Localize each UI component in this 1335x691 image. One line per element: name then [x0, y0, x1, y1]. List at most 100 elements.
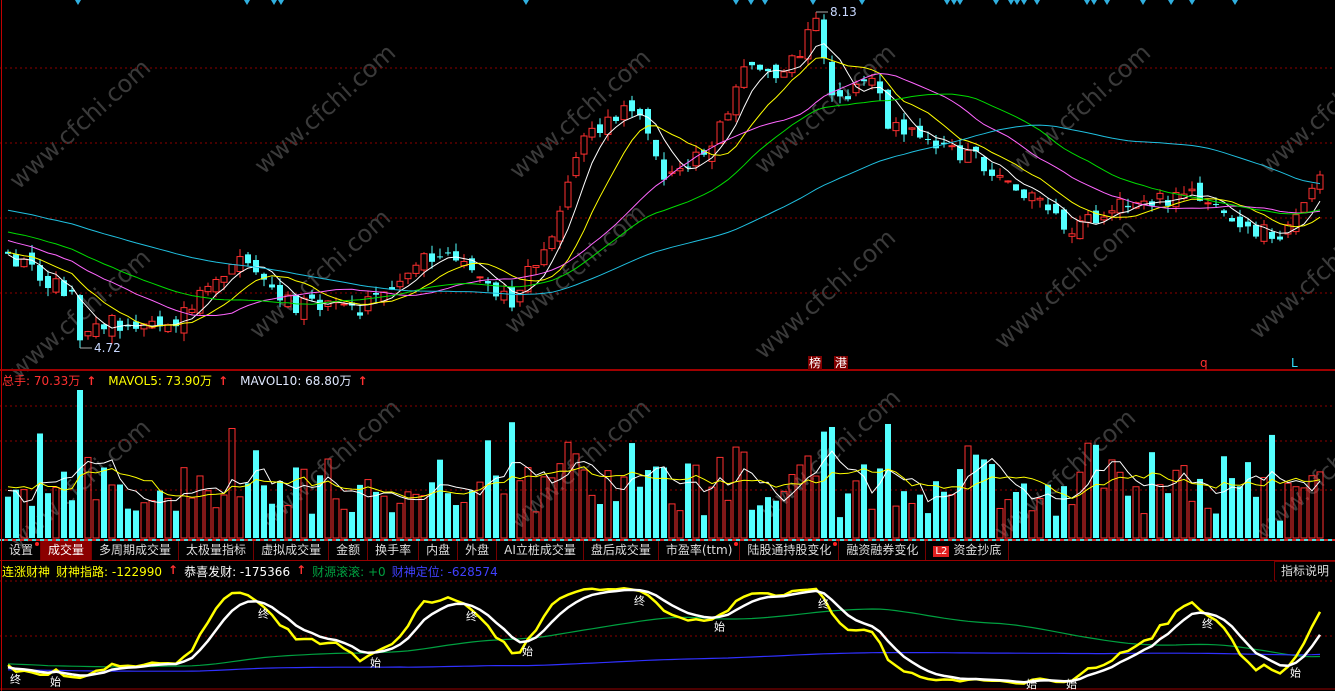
candle-body	[45, 275, 51, 289]
volume-bar	[404, 491, 412, 539]
candlestick	[765, 68, 771, 79]
candle-body	[1100, 216, 1108, 221]
tab-2[interactable]: 多周期成交量	[92, 541, 180, 560]
signal-triangle-icon	[523, 0, 529, 5]
volume-bar	[1013, 492, 1019, 538]
tab-1[interactable]: 成交量	[41, 541, 93, 560]
volume-bar	[101, 467, 107, 538]
volume-bar	[540, 476, 548, 539]
tab-10[interactable]: 盘后成交量	[584, 541, 659, 560]
event-marker[interactable]: q	[1200, 356, 1208, 370]
price-chart[interactable]: 8.13 4.72	[0, 0, 1335, 370]
volume-bar	[1116, 471, 1124, 539]
ma20-line	[7, 72, 1321, 317]
candlestick	[892, 117, 900, 137]
volume-chart[interactable]	[0, 386, 1335, 539]
candlestick	[204, 282, 212, 296]
tab-0[interactable]: 设置	[2, 541, 42, 560]
candle-body	[580, 135, 588, 155]
candle-body	[404, 272, 412, 280]
arrow-up-icon: ↑	[296, 563, 307, 577]
volume-bar	[1237, 486, 1243, 538]
volume-bar	[157, 490, 163, 538]
candlestick	[77, 294, 83, 348]
tab-12[interactable]: 陆股通持股变化	[740, 541, 840, 560]
volume-bar	[453, 505, 459, 538]
volume-bar	[1172, 469, 1180, 539]
event-marker[interactable]: L	[1291, 356, 1298, 370]
candlestick	[1165, 195, 1171, 213]
candle-body	[173, 319, 179, 327]
volume-bar	[1093, 444, 1099, 538]
candle-body	[1076, 220, 1084, 240]
tab-3[interactable]: 太极量指标	[179, 541, 255, 560]
volume-bar	[1053, 515, 1059, 538]
volume-bar	[148, 500, 156, 539]
candle-body	[500, 290, 508, 301]
candlestick	[1277, 230, 1283, 242]
candle-body	[613, 116, 619, 122]
indicator-help-button[interactable]: 指标说明	[1273, 561, 1335, 581]
end-signal-label: 终	[258, 606, 269, 620]
tab-11[interactable]: 市盈率(ttm)	[659, 541, 741, 560]
volume-bar	[1316, 471, 1324, 539]
indicator-chart[interactable]: 终始终始终始终始终始 始终始	[0, 580, 1335, 691]
tab-5[interactable]: 金额	[329, 541, 369, 560]
start-signal-label: 始	[50, 675, 61, 689]
volume-bar	[485, 440, 491, 538]
volume-bar	[1213, 513, 1219, 538]
volume-bar	[732, 446, 740, 539]
panel-divider	[0, 369, 1335, 371]
volume-bar	[1269, 434, 1275, 538]
candle-body	[901, 119, 907, 135]
volume-bar	[996, 507, 1004, 539]
tab-14[interactable]: L2 资金抄底	[926, 541, 1010, 560]
volume-bar	[389, 512, 395, 538]
candle-body	[1045, 204, 1051, 211]
candlestick	[29, 245, 35, 271]
volume-bar	[1300, 487, 1308, 539]
volume-bar	[788, 474, 796, 539]
tab-9[interactable]: AI立桩成交量	[497, 541, 584, 560]
candlestick	[540, 242, 548, 267]
volume-bar	[140, 502, 148, 539]
volume-bar	[701, 515, 707, 538]
volume-bar	[724, 499, 732, 539]
tab-13[interactable]: 融资融券变化	[839, 541, 927, 560]
event-marker[interactable]: 港	[834, 356, 849, 370]
volume-bar	[1204, 507, 1212, 539]
volume-bar	[228, 427, 236, 539]
candlestick	[588, 121, 596, 141]
volume-bar	[340, 508, 348, 539]
volume-bar	[357, 484, 363, 538]
ma60-line	[7, 124, 1321, 296]
tab-8[interactable]: 外盘	[458, 541, 498, 560]
signal-triangle-icon	[733, 0, 739, 5]
signal-triangle-icon	[1104, 0, 1110, 5]
green-line	[7, 608, 1321, 668]
tab-6[interactable]: 换手率	[368, 541, 420, 560]
candle-body	[1229, 217, 1235, 222]
tab-7[interactable]: 内盘	[419, 541, 459, 560]
volume-bar	[532, 511, 540, 539]
start-signal-label: 始	[370, 655, 381, 669]
candlestick	[493, 281, 499, 301]
mavol5-label: MAVOL5: 73.90万	[108, 374, 213, 388]
tab-4[interactable]: 虚拟成交量	[254, 541, 330, 560]
volume-bar	[861, 464, 867, 538]
candlestick	[1221, 209, 1227, 217]
candlestick	[5, 249, 11, 255]
candlestick	[788, 54, 796, 78]
volume-bar	[829, 426, 835, 538]
candlestick	[732, 84, 740, 123]
candlestick	[212, 276, 220, 298]
candle-body	[765, 68, 771, 72]
candlestick	[885, 88, 891, 130]
volume-bar	[1068, 504, 1076, 539]
candle-body	[749, 61, 755, 66]
signal-triangle-icon	[944, 0, 950, 5]
signal-triangle-icon	[1014, 0, 1020, 5]
candle-body	[373, 293, 379, 295]
volume-bar	[412, 493, 420, 539]
event-marker[interactable]: 榜	[808, 356, 823, 370]
